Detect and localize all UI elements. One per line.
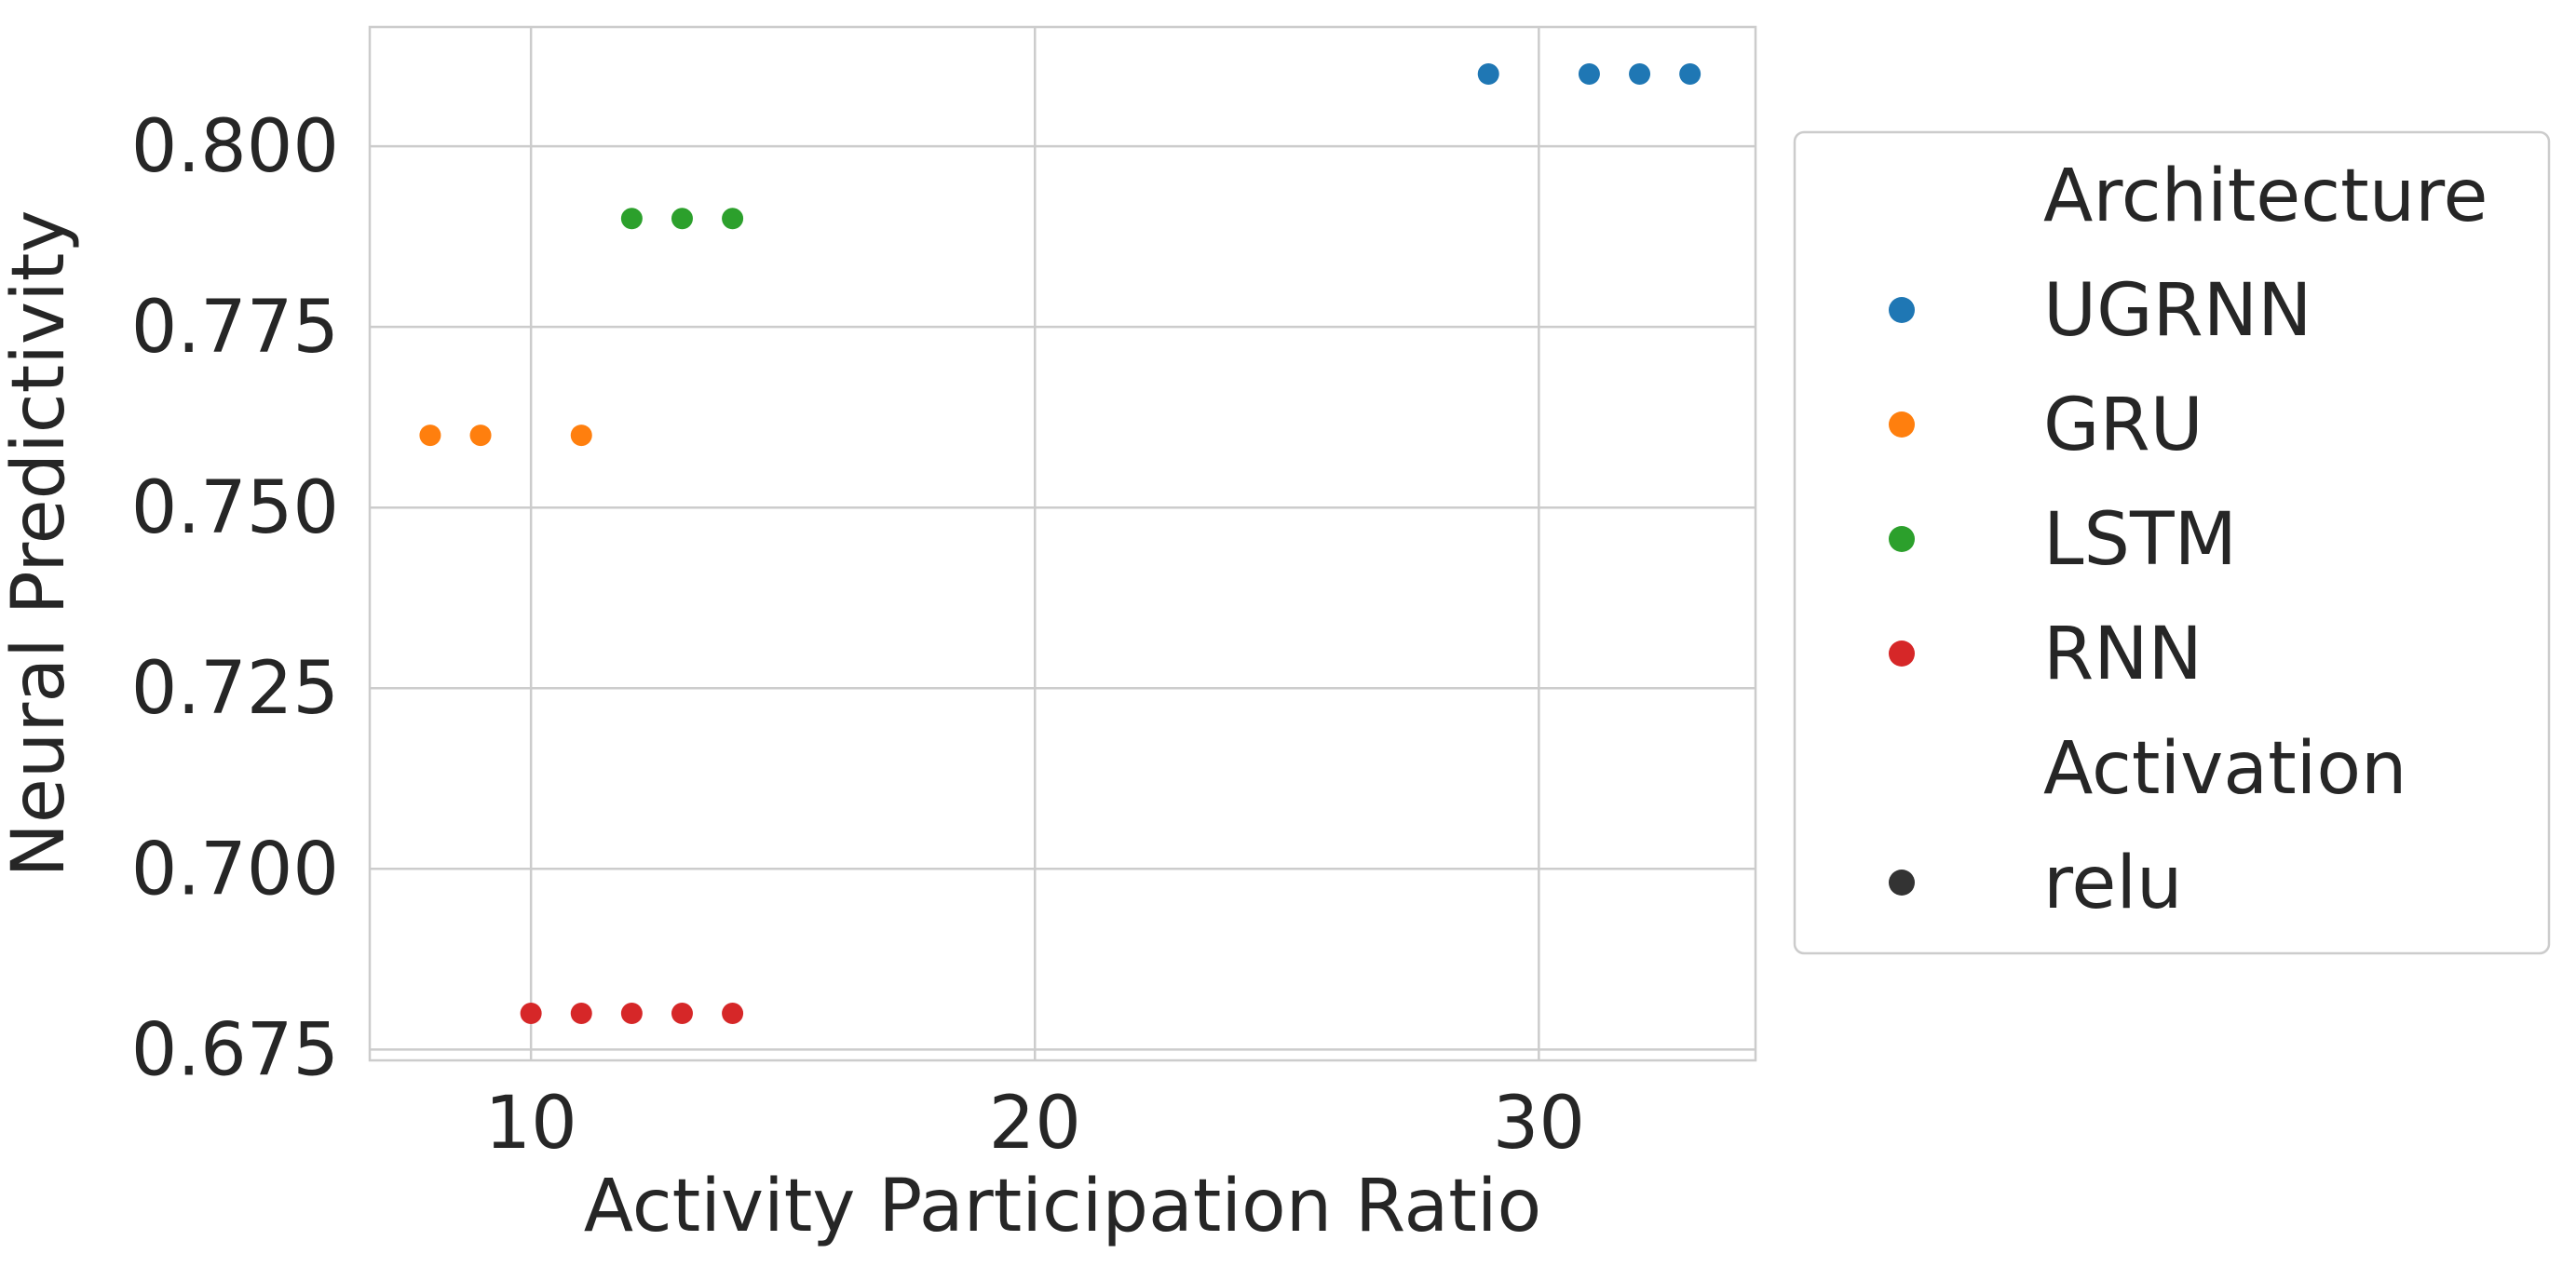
legend-label-gru: GRU xyxy=(2043,384,2203,467)
data-point-ugrnn xyxy=(1629,62,1651,85)
x-axis-label: Activity Participation Ratio xyxy=(584,1165,1541,1248)
x-tick-label: 10 xyxy=(485,1082,577,1166)
legend-box xyxy=(1793,130,2551,955)
data-point-rnn xyxy=(570,1003,592,1025)
y-axis-label: Neural Predictivity xyxy=(0,209,81,877)
data-point-lstm xyxy=(671,208,693,230)
y-tick-label: 0.675 xyxy=(131,1008,339,1092)
legend-label-relu: relu xyxy=(2043,842,2182,925)
legend-marker-relu xyxy=(1889,870,1915,896)
data-point-ugrnn xyxy=(1578,62,1600,85)
x-tick-labels: 10 20 30 xyxy=(485,1082,1585,1166)
legend-label-ugrnn: UGRNN xyxy=(2043,269,2312,353)
x-tick-label: 20 xyxy=(989,1082,1081,1166)
legend-marker-ugrnn xyxy=(1889,297,1915,323)
data-point-rnn xyxy=(620,1003,643,1025)
data-point-rnn xyxy=(520,1003,542,1025)
legend-marker-lstm xyxy=(1889,526,1915,552)
data-point-gru xyxy=(419,425,441,447)
data-points xyxy=(419,62,1702,1025)
y-tick-label: 0.750 xyxy=(131,466,339,550)
y-tick-label: 0.775 xyxy=(131,286,339,370)
legend: Architecture UGRNN GRU LSTM RNN Activation rel… xyxy=(1793,130,2551,955)
grid-lines xyxy=(370,27,1756,1060)
y-tick-label: 0.700 xyxy=(131,828,339,911)
legend-group-title: Architecture xyxy=(2043,155,2488,238)
data-point-lstm xyxy=(722,208,744,230)
plot-frame xyxy=(368,25,1757,1062)
data-point-ugrnn xyxy=(1679,62,1702,85)
data-point-lstm xyxy=(620,208,643,230)
data-point-rnn xyxy=(722,1003,744,1025)
data-point-gru xyxy=(570,425,592,447)
x-tick-label: 30 xyxy=(1493,1082,1585,1166)
legend-label-lstm: LSTM xyxy=(2043,498,2237,582)
legend-marker-gru xyxy=(1889,411,1915,438)
legend-group-title: Activation xyxy=(2043,727,2407,811)
y-tick-label: 0.800 xyxy=(131,105,339,189)
legend-marker-rnn xyxy=(1889,640,1915,667)
data-point-gru xyxy=(469,425,492,447)
data-point-rnn xyxy=(671,1003,693,1025)
data-point-ugrnn xyxy=(1477,62,1499,85)
legend-label-rnn: RNN xyxy=(2043,613,2203,696)
y-tick-label: 0.725 xyxy=(131,647,339,731)
y-tick-labels: 0.675 0.700 0.725 0.750 0.775 0.800 xyxy=(131,105,339,1092)
